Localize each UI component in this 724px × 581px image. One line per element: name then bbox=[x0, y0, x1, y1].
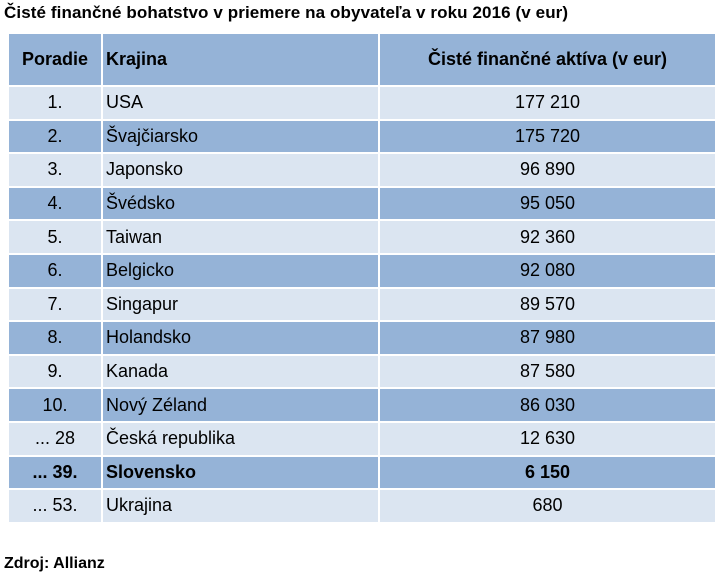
value-cell: 177 210 bbox=[378, 85, 717, 121]
country-cell: Japonsko bbox=[101, 152, 380, 188]
country-cell: USA bbox=[101, 85, 380, 121]
rank-cell: 4. bbox=[7, 185, 103, 222]
country-cell: Slovensko bbox=[101, 454, 380, 491]
country-cell: Ukrajina bbox=[101, 488, 380, 524]
value-cell: 87 580 bbox=[378, 353, 717, 390]
country-cell: Belgicko bbox=[101, 252, 380, 289]
rank-cell: 3. bbox=[7, 152, 103, 188]
value-cell: 89 570 bbox=[378, 286, 717, 323]
table-row: 3. Japonsko 96 890 bbox=[7, 152, 717, 188]
value-cell: 95 050 bbox=[378, 185, 717, 222]
source-note: Zdroj: Allianz bbox=[4, 555, 105, 572]
country-cell: Singapur bbox=[101, 286, 380, 323]
value-cell: 92 080 bbox=[378, 252, 717, 289]
table-row: ... 53. Ukrajina 680 bbox=[7, 488, 717, 524]
value-cell: 87 980 bbox=[378, 320, 717, 356]
country-cell: Taiwan bbox=[101, 219, 380, 255]
rank-cell: 8. bbox=[7, 320, 103, 356]
table-title: Čisté finančné bohatstvo v priemere na o… bbox=[4, 3, 569, 22]
header-value: Čisté finančné aktíva (v eur) bbox=[378, 32, 717, 87]
value-cell: 12 630 bbox=[378, 420, 717, 457]
header-rank: Poradie bbox=[7, 32, 103, 87]
wealth-table: Poradie Krajina Čisté finančné aktíva (v… bbox=[7, 32, 717, 524]
rank-cell: 1. bbox=[7, 85, 103, 121]
table-row: 1. USA 177 210 bbox=[7, 85, 717, 121]
rank-cell: 5. bbox=[7, 219, 103, 255]
table-row-highlighted: ... 39. Slovensko 6 150 bbox=[7, 454, 717, 491]
table-row: 8. Holandsko 87 980 bbox=[7, 320, 717, 356]
rank-cell: ... 28 bbox=[7, 420, 103, 457]
value-cell: 92 360 bbox=[378, 219, 717, 255]
value-cell: 6 150 bbox=[378, 454, 717, 491]
table-row: 5. Taiwan 92 360 bbox=[7, 219, 717, 255]
table-row: 9. Kanada 87 580 bbox=[7, 353, 717, 390]
country-cell: Švajčiarsko bbox=[101, 118, 380, 155]
country-cell: Nový Zéland bbox=[101, 387, 380, 423]
table-row: ... 28 Česká republika 12 630 bbox=[7, 420, 717, 457]
table-row: 6. Belgicko 92 080 bbox=[7, 252, 717, 289]
value-cell: 175 720 bbox=[378, 118, 717, 155]
rank-cell: 10. bbox=[7, 387, 103, 423]
value-cell: 96 890 bbox=[378, 152, 717, 188]
rank-cell: 2. bbox=[7, 118, 103, 155]
country-cell: Holandsko bbox=[101, 320, 380, 356]
country-cell: Česká republika bbox=[101, 420, 380, 457]
rank-cell: 6. bbox=[7, 252, 103, 289]
rank-cell: 9. bbox=[7, 353, 103, 390]
header-country: Krajina bbox=[101, 32, 380, 87]
table-row: 2. Švajčiarsko 175 720 bbox=[7, 118, 717, 155]
country-cell: Švédsko bbox=[101, 185, 380, 222]
table-header-row: Poradie Krajina Čisté finančné aktíva (v… bbox=[7, 32, 717, 87]
value-cell: 86 030 bbox=[378, 387, 717, 423]
value-cell: 680 bbox=[378, 488, 717, 524]
table-row: 10. Nový Zéland 86 030 bbox=[7, 387, 717, 423]
table-row: 7. Singapur 89 570 bbox=[7, 286, 717, 323]
rank-cell: 7. bbox=[7, 286, 103, 323]
rank-cell: ... 53. bbox=[7, 488, 103, 524]
country-cell: Kanada bbox=[101, 353, 380, 390]
rank-cell: ... 39. bbox=[7, 454, 103, 491]
table-row: 4. Švédsko 95 050 bbox=[7, 185, 717, 222]
